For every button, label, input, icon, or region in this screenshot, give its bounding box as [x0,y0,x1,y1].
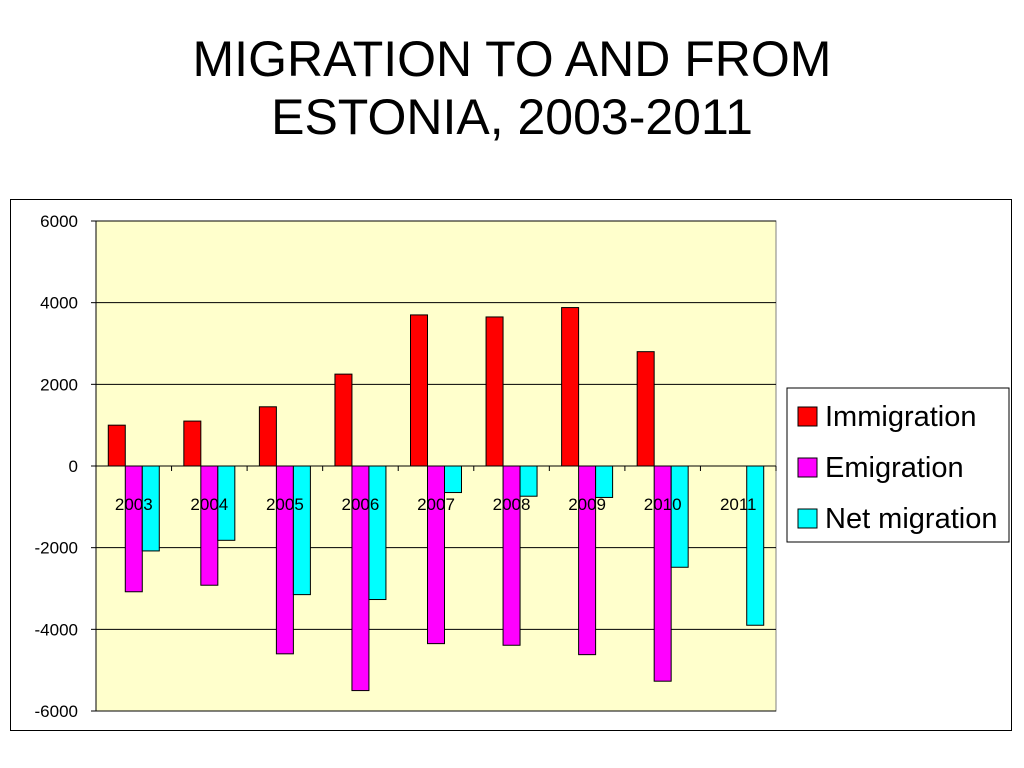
legend-label: Immigration [825,401,977,433]
title-line-2: ESTONIA, 2003-2011 [271,89,753,145]
bar-emigration [578,465,597,656]
bar-emigration [502,465,521,646]
legend-swatch-emigration [797,457,818,478]
bar-net-migration [444,465,462,494]
x-tick-label: 2005 [266,495,304,514]
legend-swatch-immigration [797,406,818,427]
bar-emigration [653,465,672,682]
bar-immigration [258,406,277,467]
bar-immigration [485,316,504,467]
bar-chart: 6000 4000 2000 0 -2000 -4000 -6000 2003 2004 2005… [35,212,1010,721]
x-tick-label: 2008 [493,495,531,514]
bar-immigration [410,314,428,467]
bar-net-migration [368,465,387,601]
y-tick-label: -2000 [35,539,78,558]
x-tick-label: 2011 [720,495,757,514]
legend-box [786,387,1010,543]
y-tick-label: -6000 [35,702,78,721]
y-tick-label: 0 [69,457,78,476]
bar-net-migration [595,465,614,498]
x-tick-label: 2006 [342,495,380,514]
legend-swatch-net-migration [797,508,818,529]
y-tick-label: 4000 [40,294,78,313]
bar-net-migration [519,465,538,497]
page-title: MIGRATION TO AND FROM ESTONIA, 2003-2011 [0,30,1024,146]
bar-immigration [183,420,202,467]
bar-net-migration [217,465,236,541]
y-tick-label: 2000 [40,375,78,394]
x-tick-label: 2010 [644,495,682,514]
bar-emigration [427,465,445,645]
bar-net-migration [292,465,311,596]
chart-frame: 6000 4000 2000 0 -2000 -4000 -6000 2003 2004 2005… [10,199,1012,731]
bar-net-migration [670,465,689,568]
bar-net-migration [746,465,765,626]
title-line-1: MIGRATION TO AND FROM [192,31,832,87]
y-tick-label: -4000 [35,620,78,639]
legend-label: Net migration [825,503,997,535]
bar-emigration [124,465,143,593]
legend-label: Emigration [825,452,964,484]
x-tick-label: 2009 [568,495,606,514]
x-tick-label: 2007 [417,495,455,514]
bar-immigration [561,307,580,467]
bar-immigration [334,373,353,467]
y-tick-label: 6000 [40,212,78,231]
bar-immigration [107,424,126,467]
bar-net-migration [141,465,160,552]
x-tick-label: 2003 [115,495,153,514]
bar-emigration [200,465,219,586]
bar-immigration [636,351,655,467]
x-tick-label: 2004 [190,495,228,514]
